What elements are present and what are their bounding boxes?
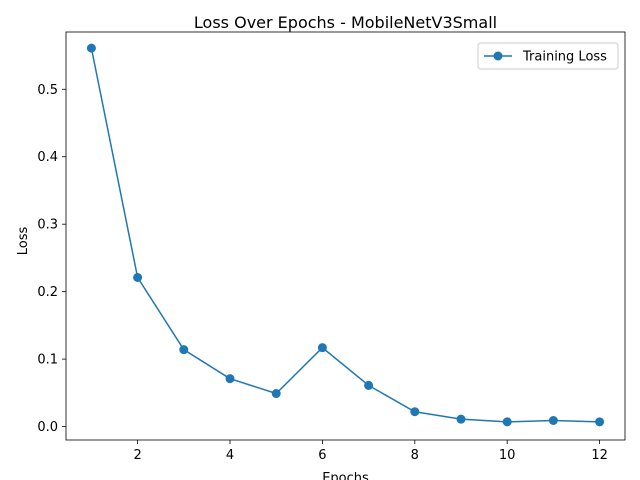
data-point bbox=[456, 414, 466, 424]
data-point bbox=[133, 272, 143, 282]
data-point bbox=[179, 345, 189, 355]
data-point bbox=[86, 43, 96, 53]
y-tick-label: 0.3 bbox=[37, 218, 58, 233]
data-point bbox=[410, 407, 420, 417]
data-point bbox=[317, 343, 327, 353]
series-line bbox=[90, 47, 600, 423]
legend-entry-training-loss: Training Loss bbox=[522, 50, 607, 65]
x-tick-label: 6 bbox=[318, 448, 326, 463]
series-training-loss bbox=[86, 43, 605, 427]
plot-area bbox=[65, 31, 626, 441]
y-tick-label: 0.5 bbox=[37, 83, 58, 98]
legend-marker-swatch bbox=[493, 51, 503, 61]
data-point bbox=[225, 374, 235, 384]
x-tick-label: 4 bbox=[226, 448, 234, 463]
chart-title: Loss Over Epochs - MobileNetV3Small bbox=[194, 13, 497, 32]
y-tick-label: 0.4 bbox=[37, 150, 58, 165]
legend-box bbox=[477, 42, 619, 70]
x-axis: 2 4 6 8 10 12 bbox=[133, 440, 608, 463]
y-tick-label: 0.2 bbox=[37, 285, 58, 300]
data-point bbox=[502, 417, 512, 427]
y-axis-label: Loss bbox=[16, 227, 31, 256]
x-tick-label: 8 bbox=[411, 448, 419, 463]
x-axis-label: Epochs bbox=[322, 471, 369, 480]
data-point bbox=[364, 380, 374, 390]
y-tick-label: 0.0 bbox=[37, 420, 58, 435]
data-point bbox=[548, 416, 558, 426]
x-tick-label: 10 bbox=[499, 448, 516, 463]
legend: Training Loss bbox=[477, 42, 619, 70]
x-tick-label: 2 bbox=[133, 448, 141, 463]
y-tick-label: 0.1 bbox=[37, 353, 58, 368]
data-point bbox=[595, 417, 605, 427]
data-point bbox=[271, 389, 281, 399]
x-tick-label: 12 bbox=[591, 448, 608, 463]
y-axis: 0.0 0.1 0.2 0.3 0.4 0.5 bbox=[37, 83, 66, 435]
